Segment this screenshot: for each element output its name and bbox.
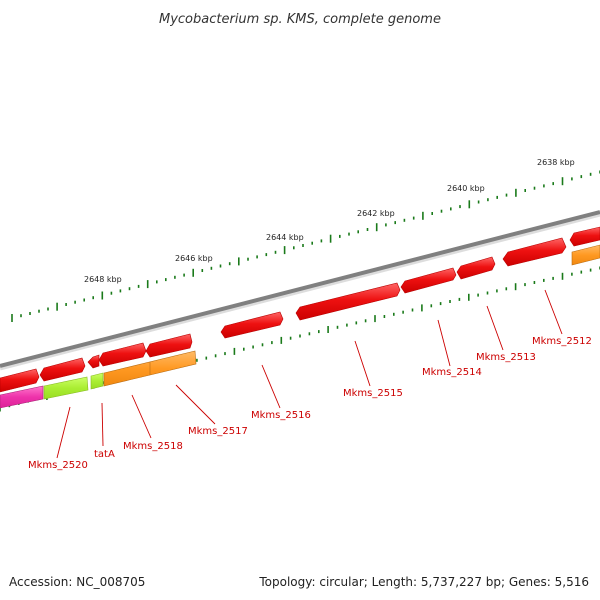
gene-label-mkms-2514[interactable]: Mkms_2514 — [422, 367, 482, 378]
leader-mkms-2518 — [131, 394, 152, 439]
gene-arrow-mkms-2515[interactable] — [295, 282, 401, 321]
gene-labels: Mkms_2512 Mkms_2513 Mkms_2514 Mkms_2515 … — [28, 336, 592, 471]
leader-mkms-2512 — [544, 289, 563, 335]
genome-backbone-line — [0, 210, 600, 368]
gene-arrow-mkms-2516[interactable] — [220, 311, 284, 339]
leader-mkms-2517 — [175, 384, 216, 425]
gene-arrow-mkms-2514[interactable] — [456, 256, 496, 280]
gene-arrow-tata[interactable] — [87, 354, 100, 369]
leader-mkms-2516 — [261, 364, 281, 409]
gene-arrow-left-edge[interactable] — [0, 368, 40, 393]
map-title: Mycobacterium sp. KMS, complete genome — [159, 12, 441, 27]
leader-mkms-2514 — [437, 319, 451, 367]
gene-arrow-mkms-2520[interactable] — [39, 357, 86, 382]
forward-strand-genes — [0, 226, 600, 393]
summary-text: Topology: circular; Length: 5,737,227 bp… — [258, 575, 589, 589]
category-ring — [0, 244, 600, 409]
scale-label-2638: 2638 kbp — [537, 158, 575, 167]
gene-label-tata[interactable]: tatA — [94, 449, 115, 460]
accession-text: Accession: NC_008705 — [9, 575, 145, 589]
gene-label-mkms-2517[interactable]: Mkms_2517 — [188, 426, 248, 437]
leader-lines — [56, 289, 563, 459]
scale-label-2646: 2646 kbp — [175, 254, 213, 263]
leader-tata — [101, 402, 104, 447]
gene-label-mkms-2520[interactable]: Mkms_2520 — [28, 460, 88, 471]
gene-arrow-mkms-2512[interactable] — [569, 226, 600, 247]
scale-label-2648: 2648 kbp — [84, 275, 122, 284]
category-segment-magenta[interactable] — [0, 385, 44, 409]
gene-arrow-mkms-2514b[interactable] — [400, 267, 457, 294]
category-segment-orange-right[interactable] — [571, 244, 600, 266]
gene-arrow-mkms-2518[interactable] — [98, 342, 147, 367]
gene-label-mkms-2512[interactable]: Mkms_2512 — [532, 336, 592, 347]
scale-label-2642: 2642 kbp — [357, 209, 395, 218]
category-segment-lime-small[interactable] — [90, 372, 104, 390]
leader-mkms-2513 — [486, 305, 504, 351]
gene-label-mkms-2518[interactable]: Mkms_2518 — [123, 441, 183, 452]
leader-mkms-2515 — [354, 340, 371, 387]
gene-arrow-mkms-2513[interactable] — [502, 237, 567, 267]
scale-label-2640: 2640 kbp — [447, 184, 485, 193]
scale-label-2644: 2644 kbp — [266, 233, 304, 242]
gene-label-mkms-2515[interactable]: Mkms_2515 — [343, 388, 403, 399]
gene-label-mkms-2513[interactable]: Mkms_2513 — [476, 352, 536, 363]
leader-mkms-2520 — [56, 406, 71, 459]
outer-scale-ticks — [11, 170, 600, 322]
category-segment-lime[interactable] — [43, 376, 89, 400]
gene-label-mkms-2516[interactable]: Mkms_2516 — [251, 410, 311, 421]
